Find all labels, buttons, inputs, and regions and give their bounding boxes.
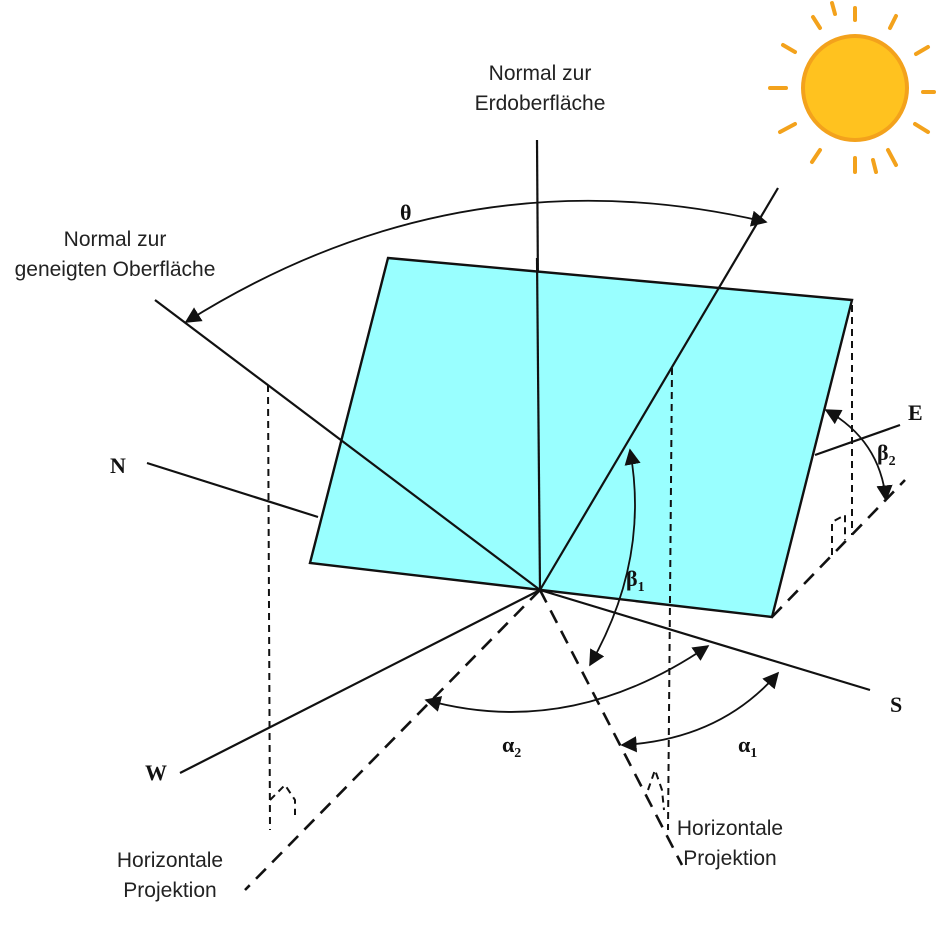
- label: Horizontale: [117, 849, 223, 872]
- symbol: α: [738, 732, 751, 757]
- sun: [768, 1, 936, 174]
- beta1-arc: [589, 448, 641, 667]
- beta1-label: β1: [626, 566, 645, 595]
- projection-line: [244, 589, 541, 891]
- projection-line: [538, 589, 684, 866]
- right-angle: [831, 513, 846, 555]
- label: Horizontale: [677, 817, 783, 840]
- symbol: β: [877, 440, 889, 465]
- subscript: 1: [638, 580, 645, 595]
- symbol: α: [502, 732, 515, 757]
- label: Projektion: [683, 847, 776, 870]
- right-angle: [269, 783, 296, 815]
- north-label: N: [110, 453, 126, 478]
- theta-arc: [184, 199, 768, 323]
- west-axis: [179, 589, 541, 774]
- right-angle: [647, 766, 665, 811]
- tilted-surface: [308, 256, 854, 619]
- subscript: 1: [750, 746, 757, 761]
- label: Projektion: [123, 879, 216, 902]
- west-label: W: [145, 760, 167, 785]
- label: Normal zur: [489, 62, 592, 85]
- east-label: E: [908, 400, 923, 425]
- projection-line: [771, 479, 906, 618]
- theta-label: θ: [400, 200, 411, 225]
- surface-normal-line: [154, 299, 541, 591]
- label: geneigten Oberfläche: [15, 258, 216, 281]
- south-label: S: [890, 692, 902, 717]
- subscript: 2: [889, 454, 896, 469]
- symbol: β: [626, 566, 638, 591]
- vertical-drop: [267, 384, 271, 831]
- north-axis: [146, 461, 319, 519]
- beta2-label: β2: [877, 440, 896, 469]
- beta2-arc: [824, 409, 893, 502]
- subscript: 2: [514, 746, 521, 761]
- label: Normal zur: [64, 228, 167, 251]
- vertical-drop: [667, 367, 673, 831]
- alpha2-label: α2: [502, 732, 521, 761]
- alpha1-arc: [620, 671, 780, 753]
- alpha2-arc: [424, 645, 710, 713]
- alpha1-label: α1: [738, 732, 757, 761]
- label: Erdoberfläche: [475, 92, 606, 115]
